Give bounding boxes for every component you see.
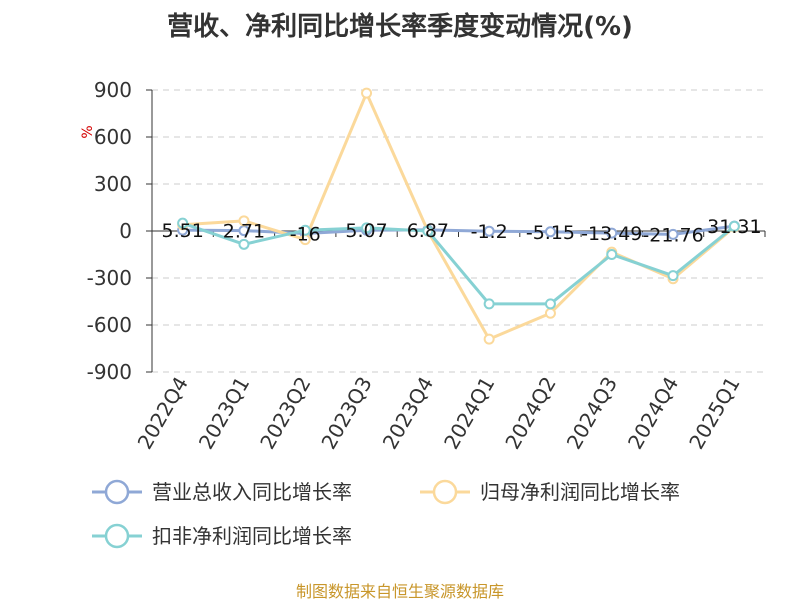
x-tick-label: 2024Q2 [500,373,560,454]
data-label: -5.15 [526,222,575,244]
data-label: 5.07 [345,220,387,242]
data-point [728,220,740,232]
legend-item: 归母净利润同比增长率 [420,479,680,505]
legend-label: 营业总收入同比增长率 [152,480,352,504]
data-label: 31.31 [707,216,761,238]
series-line [182,221,736,306]
data-label: 5.51 [161,220,203,242]
data-label: -13.49 [581,223,642,245]
data-point [483,298,495,310]
x-tick-label: 2024Q3 [562,373,622,454]
data-point [238,215,250,227]
series-layer [177,87,740,345]
x-tick-label: 2024Q1 [439,373,499,454]
legend-item: 营业总收入同比增长率 [92,479,352,505]
data-point [606,249,618,260]
x-tick-label: 2025Q1 [684,373,744,454]
data-label-layer: 5.51 2.71 -16 5.07 6.87 -1.2 -5.15 -13.49 -21.76… [161,216,761,246]
data-point [667,270,679,282]
y-tick-label: 0 [119,219,132,243]
x-tick-label: 2023Q1 [194,373,254,454]
y-tick-label: 600 [94,125,132,149]
data-point [361,222,373,234]
y-axis-unit: % [80,125,96,138]
source-footer: 制图数据来自恒生聚源数据库 [295,582,504,601]
x-tick-label: 2022Q4 [133,373,193,454]
data-point [544,226,556,238]
data-point [238,238,250,250]
series-line [182,91,736,341]
y-tick-label: -600 [87,313,132,337]
data-label: -1.2 [471,221,508,243]
chart-title: 营收、净利同比增长率季度变动情况(%) [167,12,633,42]
x-tick-label: 2023Q4 [378,373,438,454]
data-point [667,228,679,240]
legend-marker [104,479,130,505]
data-label: 2.71 [223,221,265,243]
data-label: -16 [290,224,321,246]
legend-label: 归母净利润同比增长率 [480,480,680,504]
y-tick-label: 300 [94,172,132,196]
y-tick-label: -300 [87,266,132,290]
x-tick-label: 2023Q2 [255,373,315,454]
x-tick-label: 2024Q4 [623,373,683,454]
data-point [606,227,618,239]
data-point [299,224,311,236]
data-point [177,217,189,229]
legend-label: 扣非净利润同比增长率 [152,524,352,548]
data-point [361,87,373,99]
legend-item: 扣非净利润同比增长率 [92,523,352,549]
data-point [483,333,495,345]
data-label: -21.76 [642,224,703,246]
data-point [483,225,495,237]
data-point [544,298,556,310]
legend-marker [104,523,130,549]
x-tick-label: 2023Q3 [316,373,376,454]
data-label: 6.87 [407,220,449,242]
series-line [182,224,735,236]
y-tick-label: -900 [87,360,132,384]
legend-marker [432,479,458,505]
y-tick-label: 900 [94,78,132,102]
data-point [544,307,556,319]
data-point [422,225,434,237]
